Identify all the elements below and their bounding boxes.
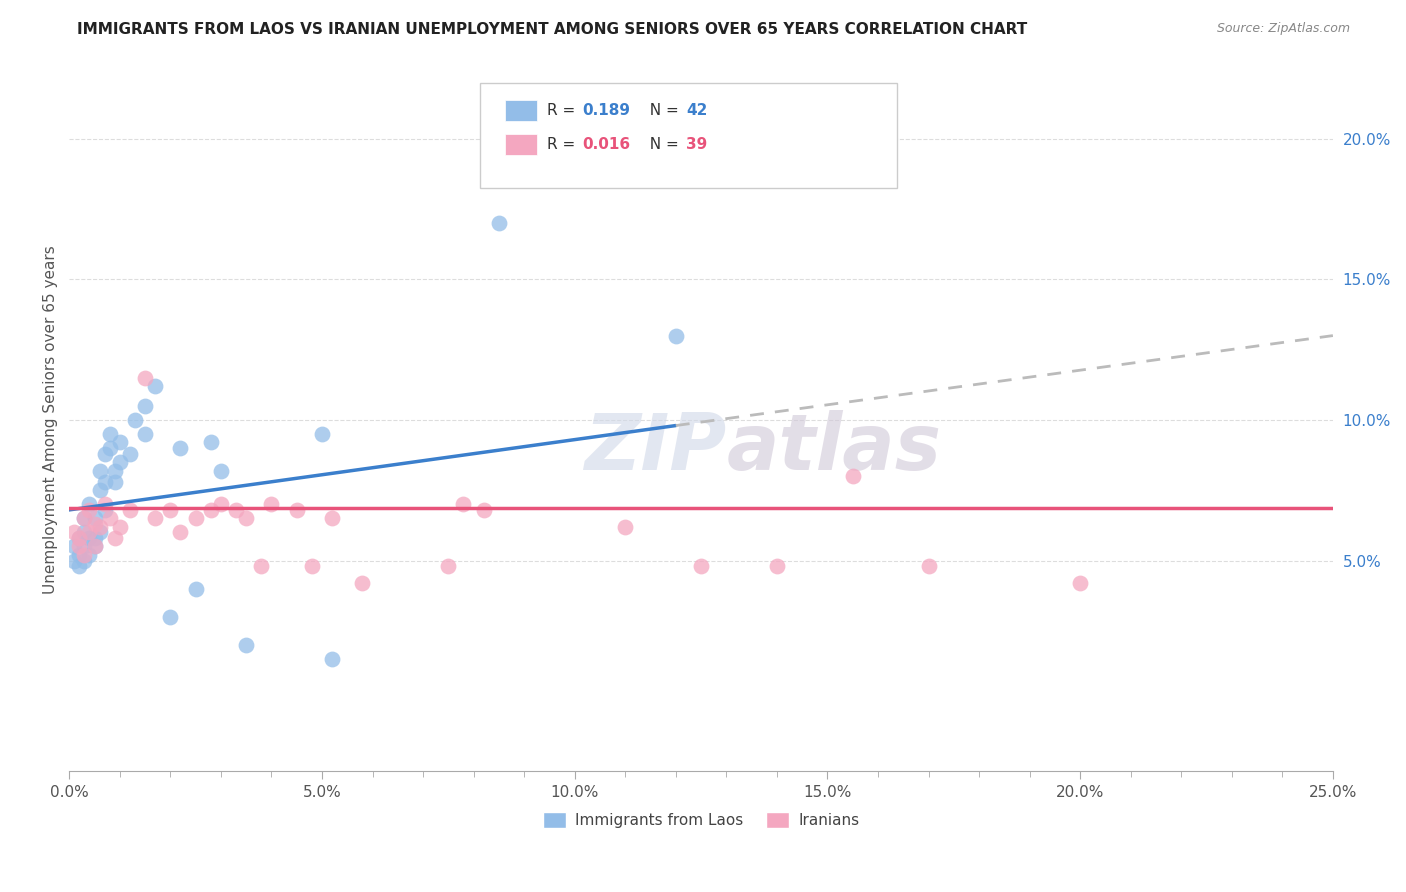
- Text: 39: 39: [686, 137, 707, 152]
- Point: [321, 511, 343, 525]
- Point: [260, 497, 283, 511]
- Point: [311, 427, 333, 442]
- Point: [917, 559, 939, 574]
- Text: IMMIGRANTS FROM LAOS VS IRANIAN UNEMPLOYMENT AMONG SENIORS OVER 65 YEARS CORRELA: IMMIGRANTS FROM LAOS VS IRANIAN UNEMPLOY…: [77, 22, 1028, 37]
- Point: [89, 483, 111, 498]
- Text: 42: 42: [686, 103, 707, 119]
- Text: atlas: atlas: [727, 410, 942, 486]
- Point: [301, 559, 323, 574]
- Text: R =: R =: [547, 137, 581, 152]
- Text: ZIP: ZIP: [583, 410, 727, 486]
- Point: [159, 609, 181, 624]
- Point: [437, 559, 460, 574]
- Point: [79, 531, 101, 545]
- Point: [67, 540, 90, 554]
- Text: 0.189: 0.189: [582, 103, 630, 119]
- Point: [250, 559, 273, 574]
- Point: [73, 548, 96, 562]
- Point: [73, 511, 96, 525]
- Text: N =: N =: [640, 137, 685, 152]
- Point: [285, 503, 308, 517]
- Point: [98, 441, 121, 455]
- Point: [690, 559, 713, 574]
- Point: [89, 525, 111, 540]
- Legend: Immigrants from Laos, Iranians: Immigrants from Laos, Iranians: [537, 805, 866, 834]
- Point: [83, 531, 105, 545]
- Point: [766, 559, 789, 574]
- Point: [63, 553, 86, 567]
- Point: [79, 548, 101, 562]
- Point: [225, 503, 247, 517]
- Point: [104, 475, 127, 489]
- Point: [79, 525, 101, 540]
- Point: [169, 441, 191, 455]
- Point: [124, 413, 146, 427]
- Point: [79, 497, 101, 511]
- Point: [159, 503, 181, 517]
- Point: [472, 503, 495, 517]
- Point: [143, 511, 166, 525]
- Point: [108, 435, 131, 450]
- Point: [79, 503, 101, 517]
- Point: [67, 548, 90, 562]
- Point: [73, 511, 96, 525]
- Text: R =: R =: [547, 103, 581, 119]
- Point: [665, 328, 688, 343]
- Point: [488, 216, 510, 230]
- Point: [321, 652, 343, 666]
- Point: [209, 464, 232, 478]
- Y-axis label: Unemployment Among Seniors over 65 years: Unemployment Among Seniors over 65 years: [44, 245, 58, 594]
- Text: 0.016: 0.016: [582, 137, 630, 152]
- Point: [63, 525, 86, 540]
- Point: [200, 435, 222, 450]
- Point: [63, 540, 86, 554]
- Point: [453, 497, 475, 511]
- Point: [134, 399, 156, 413]
- Point: [235, 511, 257, 525]
- Point: [1069, 576, 1091, 591]
- FancyBboxPatch shape: [479, 83, 897, 188]
- Point: [184, 511, 207, 525]
- Point: [73, 553, 96, 567]
- Point: [89, 464, 111, 478]
- Point: [93, 447, 115, 461]
- FancyBboxPatch shape: [505, 134, 537, 155]
- Point: [134, 371, 156, 385]
- Point: [104, 531, 127, 545]
- Point: [83, 540, 105, 554]
- Point: [118, 503, 141, 517]
- Point: [841, 469, 863, 483]
- Point: [93, 503, 115, 517]
- Point: [83, 516, 105, 531]
- Point: [98, 511, 121, 525]
- Point: [108, 520, 131, 534]
- Text: Source: ZipAtlas.com: Source: ZipAtlas.com: [1216, 22, 1350, 36]
- Point: [104, 464, 127, 478]
- Point: [200, 503, 222, 517]
- Point: [209, 497, 232, 511]
- Text: N =: N =: [640, 103, 685, 119]
- Point: [93, 475, 115, 489]
- Point: [108, 455, 131, 469]
- Point: [89, 520, 111, 534]
- FancyBboxPatch shape: [505, 100, 537, 121]
- Point: [73, 525, 96, 540]
- Point: [67, 531, 90, 545]
- Point: [143, 379, 166, 393]
- Point: [169, 525, 191, 540]
- Point: [83, 540, 105, 554]
- Point: [235, 638, 257, 652]
- Point: [614, 520, 637, 534]
- Point: [118, 447, 141, 461]
- Point: [184, 582, 207, 596]
- Point: [93, 497, 115, 511]
- Point: [98, 427, 121, 442]
- Point: [67, 531, 90, 545]
- Point: [73, 540, 96, 554]
- Point: [67, 559, 90, 574]
- Point: [352, 576, 374, 591]
- Point: [83, 511, 105, 525]
- Point: [134, 427, 156, 442]
